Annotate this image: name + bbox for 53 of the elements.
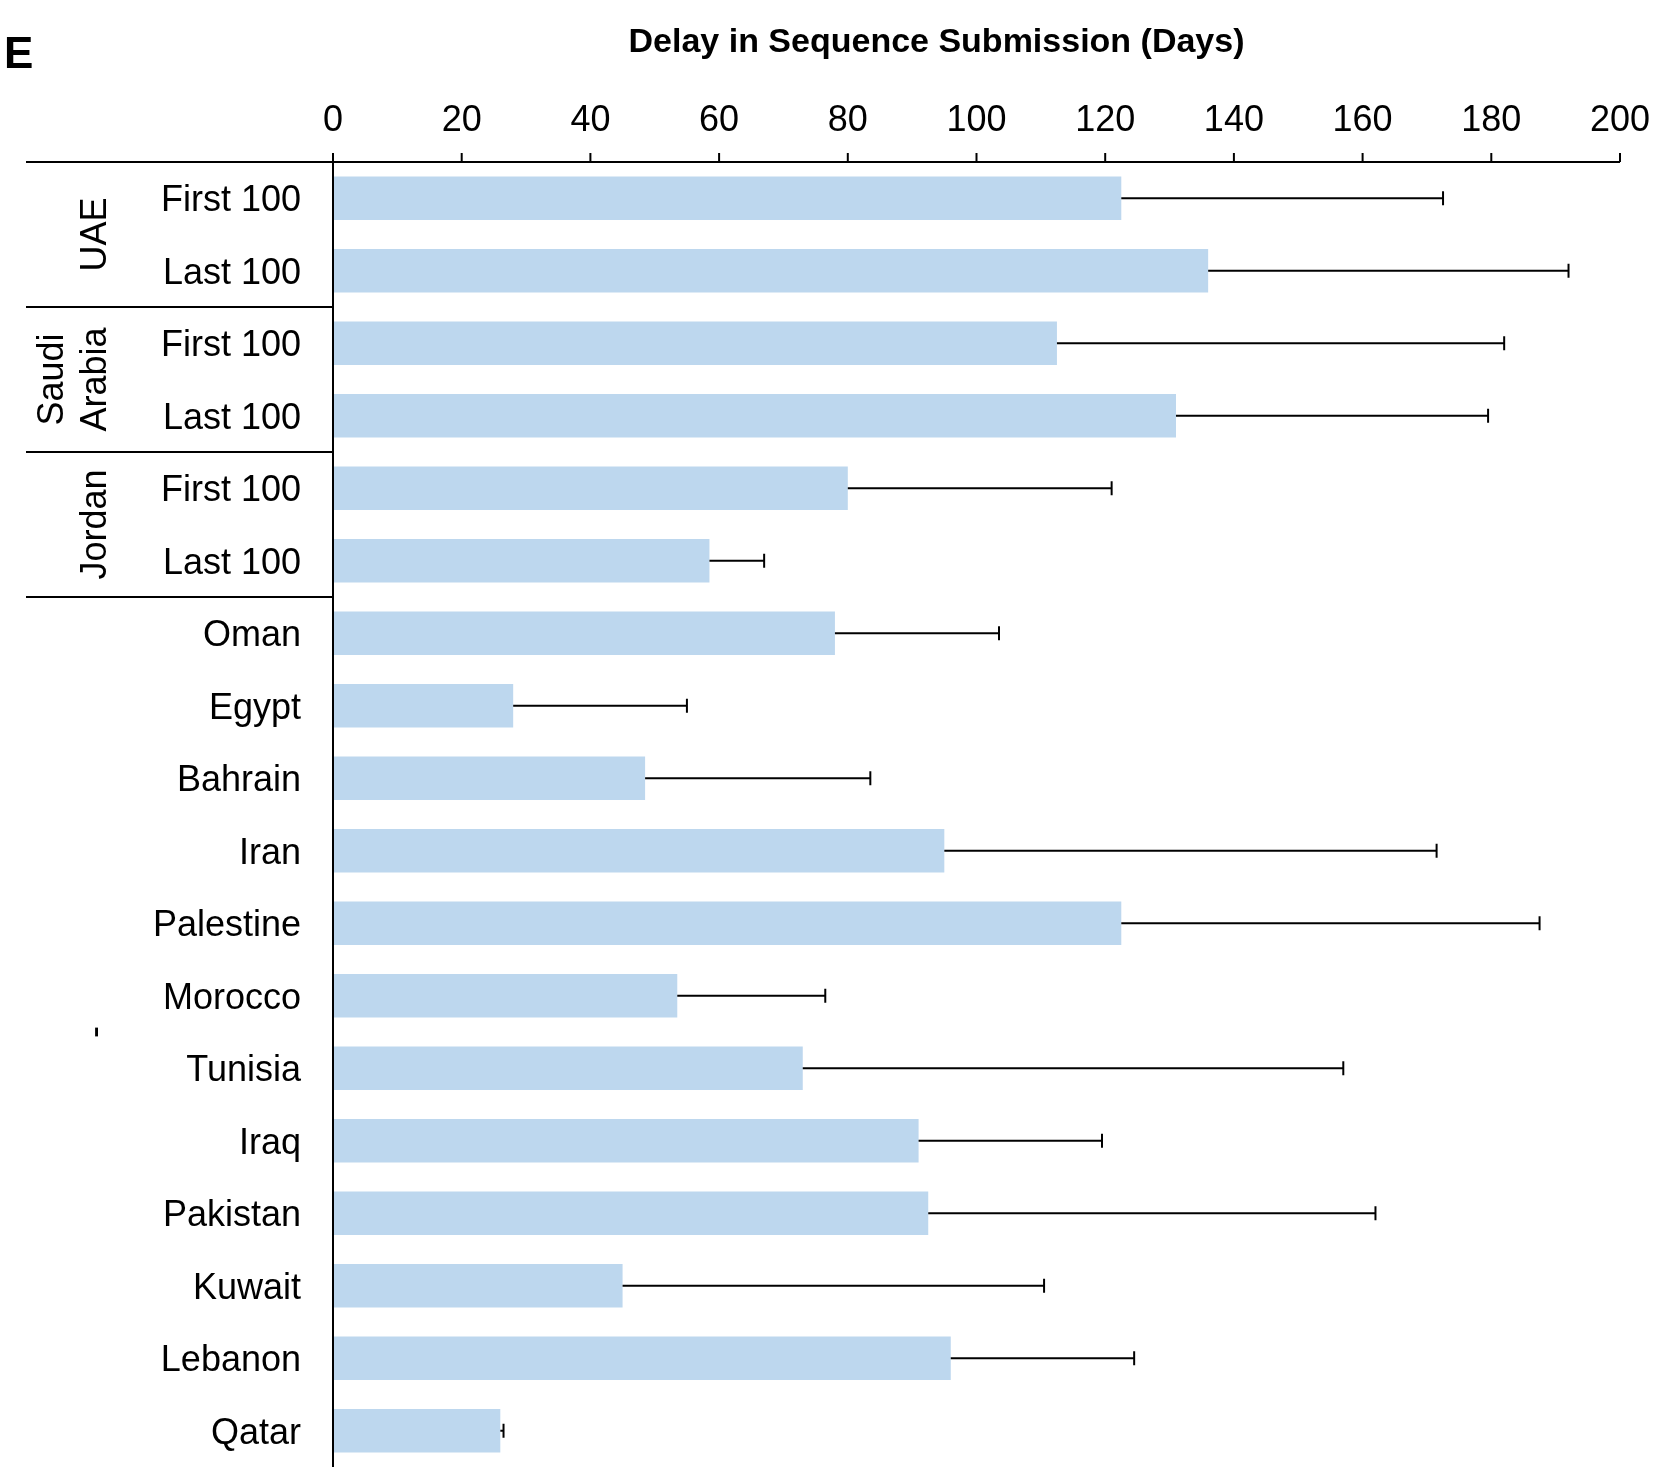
x-axis-title: Delay in Sequence Submission (Days) [628,21,1245,59]
y-tick-label: Bahrain [176,757,301,799]
y-tick-label: First 100 [160,467,301,509]
bar [333,176,1122,220]
bar [333,1119,919,1163]
bar [333,394,1176,438]
x-tick-label: 180 [1461,97,1522,139]
x-tick-label: 40 [570,97,611,139]
bar [333,466,848,510]
bar [333,1264,623,1308]
text: Saudi Arabia [29,326,114,432]
bar [333,901,1122,945]
x-tick-label: 140 [1203,97,1264,139]
text: - [72,1026,114,1038]
y-tick-label: First 100 [160,322,301,364]
y-tick-label: Last 100 [162,540,301,582]
x-tick-label: 160 [1332,97,1393,139]
y-tick-label: Morocco [162,975,301,1017]
y-tick-label: Tunisia [186,1047,302,1089]
x-tick-label: 60 [699,97,740,139]
y-tick-label: Lebanon [160,1337,301,1379]
bar [333,1336,951,1380]
y-tick-label: Qatar [210,1410,301,1452]
x-tick-label: 100 [946,97,1007,139]
y-tick-label: Palestine [152,902,301,944]
y-tick-label: Iraq [238,1120,301,1162]
y-tick-label: Iran [238,830,301,872]
bar [333,321,1057,365]
y-tick-label: Last 100 [162,395,301,437]
x-tick-label: 0 [322,97,344,139]
bar [333,1191,929,1235]
text: UAE [72,197,114,272]
bar [333,974,678,1018]
bar [333,249,1209,293]
bar [333,684,514,728]
chart-title: E [4,27,34,77]
y-tick-label: Kuwait [192,1265,301,1307]
x-tick-label: 20 [441,97,482,139]
y-tick-label: Last 100 [162,250,301,292]
y-tick-label: Egypt [208,685,301,727]
y-tick-label: First 100 [160,177,301,219]
bar [333,1046,803,1090]
bar [333,1409,501,1453]
bar [333,829,945,873]
bar [333,611,835,655]
bar [333,756,646,800]
y-tick-label: Pakistan [162,1192,301,1234]
x-tick-label: 80 [827,97,868,139]
y-tick-label: Oman [202,612,301,654]
text: Jordan [72,469,114,580]
x-tick-label: 120 [1075,97,1136,139]
bar [333,539,710,583]
x-tick-label: 200 [1589,97,1651,139]
